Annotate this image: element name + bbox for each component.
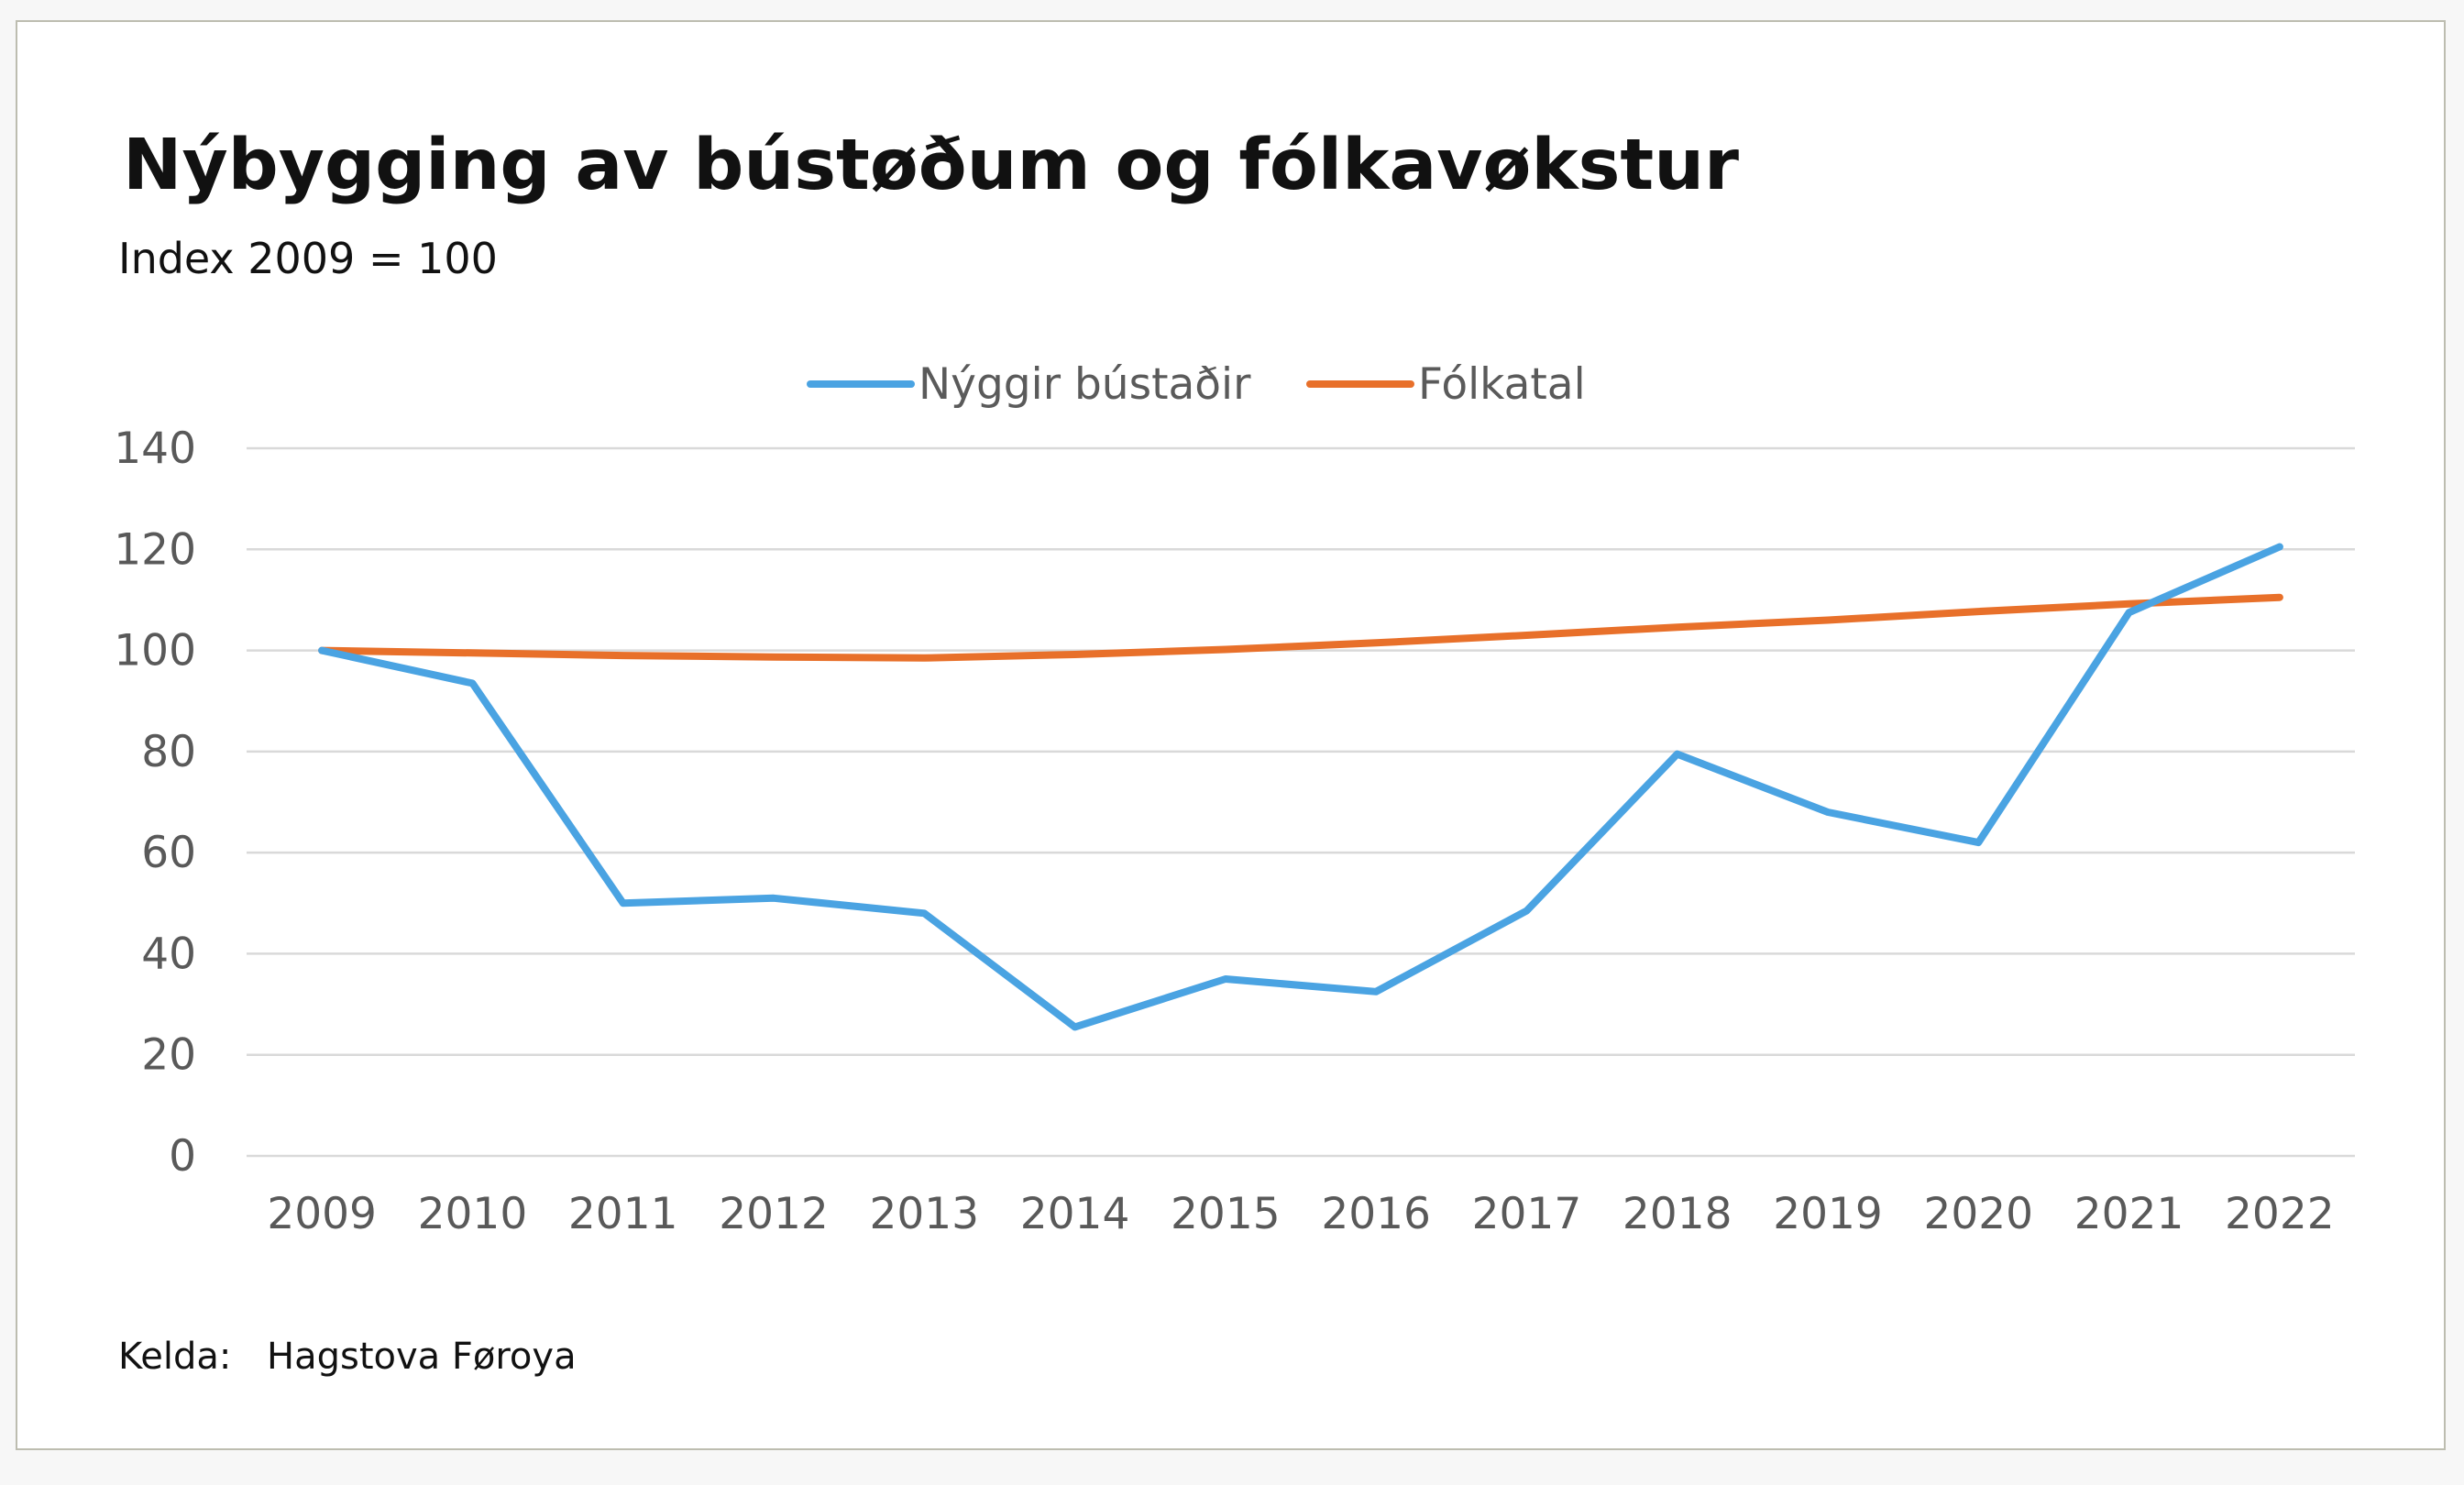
y-tick-label: 0 [169, 1131, 196, 1182]
y-tick-label: 20 [141, 1030, 196, 1081]
chart-subtitle: Index 2009 = 100 [118, 234, 498, 283]
source-label: Kelda: [118, 1336, 231, 1378]
data-point [772, 896, 776, 900]
x-tick-label: 2013 [869, 1189, 979, 1239]
data-point [470, 651, 474, 654]
chart-frame: Nýbygging av bústøðum og fólkavøkstur In… [16, 20, 2446, 1450]
x-tick-label: 2020 [1923, 1189, 2033, 1239]
legend: Nýggir bústaðir Fólkatal [807, 359, 1586, 410]
data-point [470, 681, 474, 685]
data-point [1826, 618, 1830, 622]
data-point [1524, 909, 1528, 913]
data-point [2128, 610, 2131, 614]
x-tick-label: 2022 [2225, 1189, 2335, 1239]
y-tick-label: 60 [141, 828, 196, 878]
data-point [1676, 625, 1679, 629]
x-tick-label: 2021 [2074, 1189, 2184, 1239]
gridlines [247, 446, 2355, 1158]
data-point [2278, 596, 2282, 600]
data-point [922, 911, 926, 915]
x-tick-label: 2011 [568, 1189, 678, 1239]
x-tick-label: 2019 [1773, 1189, 1883, 1239]
data-point [622, 654, 625, 657]
x-axis-ticks: 2009 2010 2011 2012 2013 2014 2015 2016 2017 2018… [267, 1189, 2334, 1239]
data-point [2128, 602, 2131, 606]
series-lines [318, 543, 2283, 1031]
data-point [1073, 1025, 1077, 1028]
source-value: Hagstova Føroya [267, 1336, 577, 1378]
data-point [772, 655, 776, 659]
x-tick-label: 2017 [1472, 1189, 1582, 1239]
data-point [1374, 990, 1378, 994]
x-tick-label: 2016 [1321, 1189, 1431, 1239]
data-point [2278, 545, 2282, 549]
data-point [1826, 810, 1830, 814]
data-point [1374, 641, 1378, 644]
legend-label: Nýggir bústaðir [918, 359, 1251, 410]
y-tick-label: 40 [141, 929, 196, 979]
x-tick-label: 2012 [719, 1189, 829, 1239]
chart-svg: Nýbygging av bústøðum og fólkavøkstur In… [114, 125, 2355, 1378]
y-axis-ticks: 0 20 40 60 80 100 120 140 [114, 424, 196, 1182]
series-line [318, 593, 2283, 662]
data-point [1073, 653, 1077, 656]
x-tick-label: 2014 [1020, 1189, 1130, 1239]
x-tick-label: 2009 [267, 1189, 377, 1239]
data-point [1224, 977, 1227, 981]
chart-title: Nýbygging av bústøðum og fólkavøkstur [123, 125, 1739, 206]
data-point [1676, 753, 1679, 756]
x-tick-label: 2015 [1171, 1189, 1281, 1239]
legend-label: Fólkatal [1418, 359, 1586, 410]
series-line [318, 543, 2283, 1031]
x-tick-label: 2010 [418, 1189, 528, 1239]
y-tick-label: 80 [141, 727, 196, 777]
data-point [1976, 841, 1980, 844]
y-tick-label: 120 [114, 524, 196, 575]
data-point [1524, 633, 1528, 637]
x-tick-label: 2018 [1622, 1189, 1732, 1239]
y-tick-label: 100 [114, 626, 196, 676]
data-point [622, 901, 625, 905]
data-point [922, 656, 926, 660]
data-point [1976, 610, 1980, 613]
data-point [1224, 647, 1227, 651]
data-point [320, 649, 324, 653]
y-tick-label: 140 [114, 424, 196, 474]
